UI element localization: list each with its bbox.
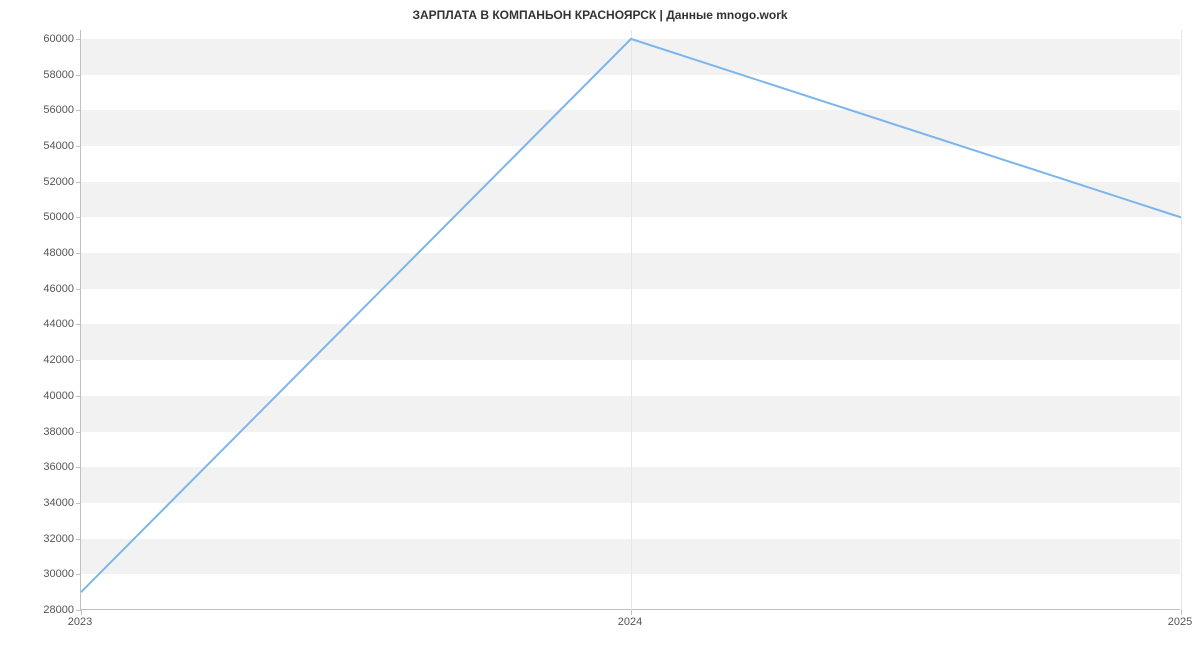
y-axis-label: 48000: [24, 247, 74, 259]
y-tick-mark: [76, 253, 81, 254]
y-tick-mark: [76, 574, 81, 575]
plot-region: [80, 30, 1180, 610]
x-axis-label: 2024: [618, 616, 642, 628]
chart-area: 2800030000320003400036000380004000042000…: [80, 30, 1180, 610]
y-tick-mark: [76, 503, 81, 504]
y-axis-label: 60000: [24, 33, 74, 45]
y-tick-mark: [76, 360, 81, 361]
y-axis-label: 54000: [24, 140, 74, 152]
y-tick-mark: [76, 146, 81, 147]
x-tick-mark: [81, 610, 82, 615]
y-tick-mark: [76, 396, 81, 397]
chart-title: ЗАРПЛАТА В КОМПАНЬОН КРАСНОЯРСК | Данные…: [0, 0, 1200, 22]
y-axis-label: 28000: [24, 604, 74, 616]
y-axis-label: 32000: [24, 533, 74, 545]
y-tick-mark: [76, 467, 81, 468]
y-tick-mark: [76, 539, 81, 540]
x-grid-line: [1181, 30, 1182, 610]
y-axis-label: 44000: [24, 318, 74, 330]
y-axis-label: 56000: [24, 104, 74, 116]
y-axis-label: 40000: [24, 390, 74, 402]
y-axis-label: 58000: [24, 69, 74, 81]
y-axis-label: 50000: [24, 211, 74, 223]
y-tick-mark: [76, 432, 81, 433]
y-tick-mark: [76, 217, 81, 218]
y-axis-label: 30000: [24, 568, 74, 580]
y-axis-label: 42000: [24, 354, 74, 366]
y-tick-mark: [76, 182, 81, 183]
y-axis-label: 34000: [24, 497, 74, 509]
x-tick-mark: [631, 610, 632, 615]
y-axis-label: 52000: [24, 176, 74, 188]
x-tick-mark: [1181, 610, 1182, 615]
y-axis-label: 36000: [24, 461, 74, 473]
y-axis-label: 46000: [24, 283, 74, 295]
x-axis-label: 2023: [68, 616, 92, 628]
y-tick-mark: [76, 110, 81, 111]
y-tick-mark: [76, 324, 81, 325]
y-tick-mark: [76, 289, 81, 290]
y-tick-mark: [76, 75, 81, 76]
line-series: [81, 30, 1181, 610]
y-axis-label: 38000: [24, 426, 74, 438]
x-axis-label: 2025: [1168, 616, 1192, 628]
y-tick-mark: [76, 39, 81, 40]
